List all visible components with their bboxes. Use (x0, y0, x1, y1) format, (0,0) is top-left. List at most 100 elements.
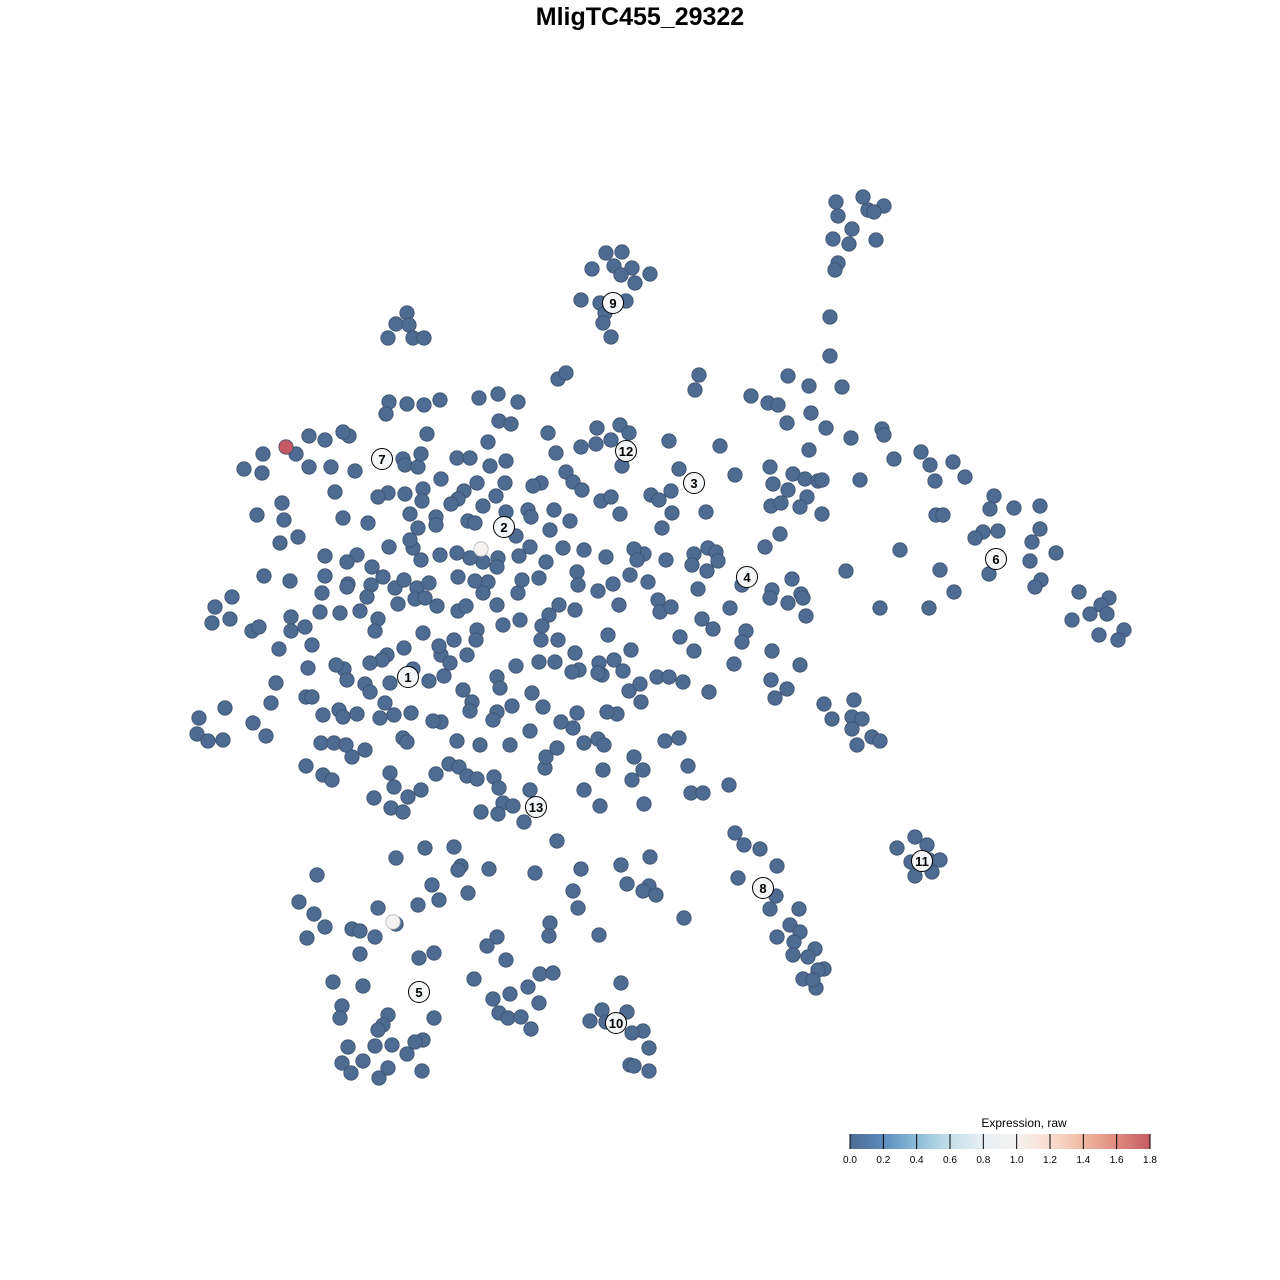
data-point (721, 777, 737, 793)
data-point (390, 596, 406, 612)
data-point (500, 1010, 516, 1026)
data-point (426, 1010, 442, 1026)
data-point (595, 315, 611, 331)
data-point (467, 515, 483, 531)
data-point (582, 1013, 598, 1029)
data-point (772, 526, 788, 542)
data-point (814, 472, 830, 488)
data-point (480, 434, 496, 450)
data-point (791, 901, 807, 917)
data-point (551, 597, 567, 613)
data-point (189, 726, 205, 742)
data-point (291, 894, 307, 910)
data-point (274, 495, 290, 511)
data-point (498, 952, 514, 968)
data-point (323, 459, 339, 475)
data-point (399, 1046, 415, 1062)
data-point (504, 698, 520, 714)
data-point (514, 572, 530, 588)
data-point (360, 515, 376, 531)
data-point (283, 623, 299, 639)
data-point (401, 317, 417, 333)
data-point (641, 1040, 657, 1056)
data-point (889, 840, 905, 856)
data-point (569, 705, 585, 721)
data-point (460, 885, 476, 901)
data-point (779, 681, 795, 697)
data-point (527, 865, 543, 881)
data-point (340, 1039, 356, 1055)
data-point (1110, 632, 1126, 648)
data-point (271, 641, 287, 657)
data-point (258, 728, 274, 744)
data-point (449, 545, 465, 561)
data-point (364, 559, 380, 575)
data-point (564, 664, 580, 680)
data-point (538, 749, 554, 765)
data-point (424, 877, 440, 893)
data-point (565, 883, 581, 899)
data-point (502, 737, 518, 753)
data-point (450, 862, 466, 878)
data-point (606, 652, 622, 668)
data-point (402, 532, 418, 548)
data-point (256, 568, 272, 584)
data-point (558, 365, 574, 381)
data-point (562, 513, 578, 529)
data-point (272, 535, 288, 551)
data-point (1027, 579, 1043, 595)
data-point (596, 737, 612, 753)
data-point (414, 493, 430, 509)
data-point (830, 208, 846, 224)
data-point (458, 598, 474, 614)
data-point (927, 473, 943, 489)
data-point (592, 798, 608, 814)
data-point (844, 721, 860, 737)
data-point (773, 495, 789, 511)
data-point (633, 694, 649, 710)
legend-tick-label: 1.4 (1076, 1155, 1090, 1166)
data-point (824, 711, 840, 727)
data-point (727, 467, 743, 483)
data-point (489, 929, 505, 945)
data-point (416, 397, 432, 413)
data-point (349, 706, 365, 722)
data-point (671, 730, 687, 746)
data-point (522, 723, 538, 739)
data-point (370, 489, 386, 505)
data-point (762, 459, 778, 475)
data-point (642, 849, 658, 865)
data-point (490, 806, 506, 822)
data-point (651, 492, 667, 508)
data-point (727, 825, 743, 841)
data-point (1006, 500, 1022, 516)
data-point (413, 446, 429, 462)
data-point (576, 735, 592, 751)
data-point (535, 699, 551, 715)
cluster-label-text: 10 (609, 1016, 623, 1031)
data-point (482, 458, 498, 474)
data-point (396, 572, 412, 588)
cluster-label-10: 10 (605, 1012, 627, 1034)
data-point (489, 559, 505, 575)
data-point (386, 707, 402, 723)
data-point (263, 695, 279, 711)
data-point (359, 589, 375, 605)
data-point (415, 625, 431, 641)
data-point (852, 472, 868, 488)
data-point (410, 459, 426, 475)
data-point (1048, 545, 1064, 561)
data-point (547, 654, 563, 670)
data-point (663, 599, 679, 615)
data-point (825, 231, 841, 247)
data-point (367, 929, 383, 945)
cluster-label-marker (525, 796, 547, 818)
data-point (200, 733, 216, 749)
data-point (355, 978, 371, 994)
data-point (876, 427, 892, 443)
data-point (699, 563, 715, 579)
data-point (421, 673, 437, 689)
data-point (334, 1055, 350, 1071)
cluster-label-marker (397, 666, 419, 688)
data-point (584, 261, 600, 277)
